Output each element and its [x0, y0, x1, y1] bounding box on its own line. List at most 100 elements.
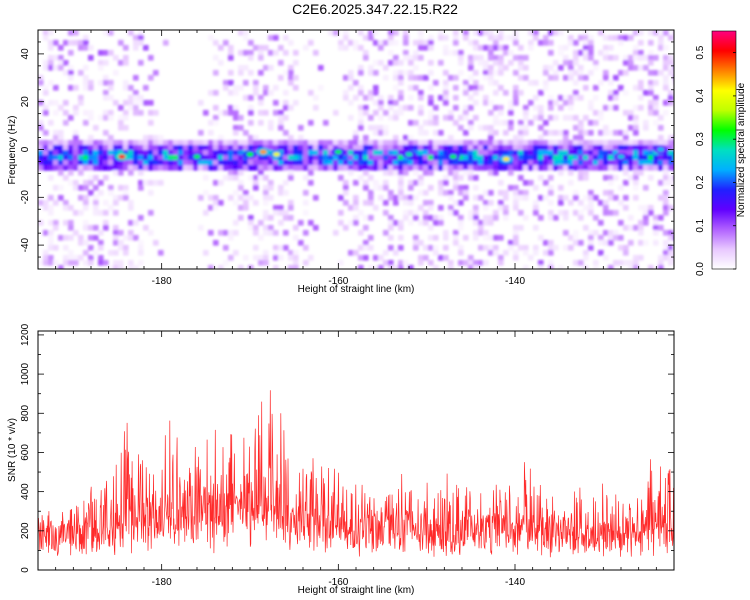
spectrogram-cell — [568, 200, 574, 206]
spectrogram-cell — [558, 150, 564, 156]
spectrogram-cell — [443, 145, 449, 151]
spectrogram-cell — [203, 155, 209, 161]
spectrogram-cell — [353, 140, 359, 146]
spectrogram-cell — [138, 145, 144, 151]
spectrogram-cell — [633, 120, 639, 126]
spectrogram-cell — [53, 55, 59, 61]
spectrogram-cell — [138, 165, 144, 171]
spectrogram-cell — [318, 145, 324, 151]
spectrogram-cell — [428, 260, 434, 266]
spectrogram-cell — [288, 170, 294, 176]
spectrogram-cell — [418, 130, 424, 136]
spectrogram-cell — [248, 95, 254, 101]
spectrogram-cell — [548, 190, 554, 196]
spectrogram-cell — [103, 30, 109, 36]
spectrogram-hot-spot — [449, 154, 457, 159]
spectrogram-cell — [483, 215, 489, 221]
spectrogram-cell — [73, 180, 79, 186]
spectrogram-cell — [78, 255, 84, 261]
spectrogram-cell — [578, 130, 584, 136]
spectrogram-cell — [573, 240, 579, 246]
spectrogram-cell — [103, 200, 109, 206]
spectrogram-cell — [253, 160, 259, 166]
spectrogram-cell — [308, 180, 314, 186]
spectrogram-cell — [623, 110, 629, 116]
spectrogram-cell — [178, 150, 184, 156]
spectrogram-cell — [588, 100, 594, 106]
spectrogram-cell — [108, 205, 114, 211]
spectrogram-cell — [383, 200, 389, 206]
spectrogram-cell — [483, 75, 489, 81]
spectrogram-cell — [463, 130, 469, 136]
spectrogram-cell — [593, 260, 599, 266]
spectrogram-cell — [663, 180, 669, 186]
spectrogram-cell — [518, 145, 524, 151]
spectrogram-cell — [233, 230, 239, 236]
spectrogram-cell — [513, 30, 519, 36]
spectrogram-cell — [533, 30, 539, 36]
spectrogram-cell — [418, 160, 424, 166]
spectrogram-cell — [43, 200, 49, 206]
spectrogram-cell — [638, 140, 644, 146]
spectrogram-cell — [418, 180, 424, 186]
spectrogram-cell — [263, 195, 269, 201]
spectrogram-cell — [488, 45, 494, 51]
spectrogram-cell — [648, 60, 654, 66]
spectrogram-cell — [138, 215, 144, 221]
spectrogram-cell — [568, 75, 574, 81]
spectrogram-cell — [113, 100, 119, 106]
spectrogram-cell — [408, 140, 414, 146]
spectrogram-cell — [183, 165, 189, 171]
spectrogram-cell — [498, 85, 504, 91]
spectrogram-cell — [48, 240, 54, 246]
spectrogram-cell — [658, 70, 664, 76]
spectrogram-cell — [668, 260, 674, 266]
spectrogram-cell — [648, 165, 654, 171]
spectrogram-cell — [458, 185, 464, 191]
spectrogram-cell — [628, 65, 634, 71]
spectrogram-cell — [518, 75, 524, 81]
spectrogram-hot-spot — [259, 149, 267, 155]
spectrogram-cell — [548, 215, 554, 221]
spectrogram-cell — [478, 260, 484, 266]
spectrogram-cell — [393, 60, 399, 66]
spectrogram-cell — [538, 165, 544, 171]
spectrogram-cell — [523, 165, 529, 171]
spectrogram-cell — [533, 165, 539, 171]
spectrogram-cell — [558, 165, 564, 171]
spectrogram-cell — [318, 155, 324, 161]
spectrogram-cell — [118, 125, 124, 131]
spectrogram-cell — [348, 220, 354, 226]
spectrogram-cell — [463, 35, 469, 41]
spectrogram-cell — [238, 30, 244, 36]
spectrogram-cell — [223, 85, 229, 91]
spectrogram-cell — [418, 75, 424, 81]
spectrogram-cell — [463, 110, 469, 116]
spectrogram-cell — [488, 200, 494, 206]
spectrogram-cell — [448, 195, 454, 201]
spectrogram-cell — [58, 145, 64, 151]
spectrogram-cell — [253, 135, 259, 141]
spectrogram-cell — [398, 150, 404, 156]
spectrogram-cell — [533, 115, 539, 121]
spectrogram-cell — [188, 145, 194, 151]
spectrogram-cell — [498, 205, 504, 211]
spectrogram-cell — [58, 150, 64, 156]
spectrogram-cell — [398, 245, 404, 251]
spectrogram-cell — [318, 160, 324, 166]
spectrogram-cell — [63, 150, 69, 156]
spectrogram-cell — [543, 130, 549, 136]
spectrogram-cell — [538, 215, 544, 221]
spectrogram-cell — [478, 245, 484, 251]
spectrogram-cell — [598, 250, 604, 256]
spectrogram-cell — [88, 55, 94, 61]
spectrogram-cell — [573, 195, 579, 201]
spectrogram-cell — [453, 50, 459, 56]
spectrogram-cell — [378, 125, 384, 131]
x-tick-label: -180 — [152, 276, 172, 287]
spectrogram-cell — [488, 125, 494, 131]
spectrogram-cell — [443, 85, 449, 91]
spectrogram-cell — [203, 160, 209, 166]
spectrogram-cell — [273, 265, 279, 269]
spectrogram-cell — [628, 60, 634, 66]
